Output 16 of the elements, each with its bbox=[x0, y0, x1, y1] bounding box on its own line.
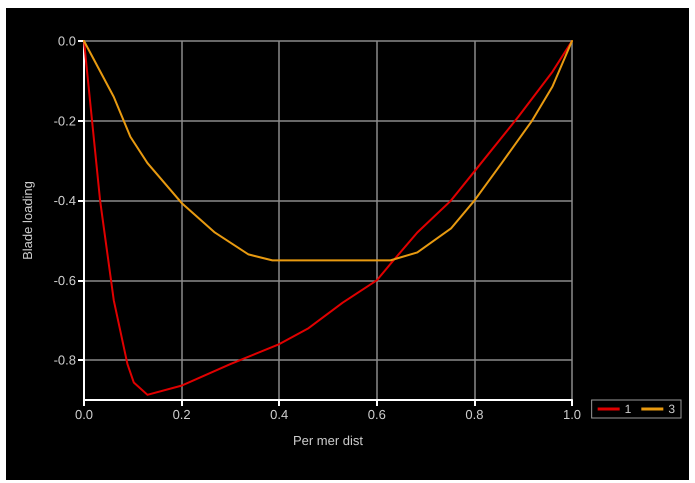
y-tick-label: -0.8 bbox=[54, 352, 76, 368]
x-tick-label: 0.8 bbox=[465, 407, 484, 422]
y-tick-label: -0.2 bbox=[54, 113, 76, 128]
y-tick-label: -0.6 bbox=[54, 272, 76, 288]
x-tick-label: 0.4 bbox=[270, 407, 288, 422]
y-tick-label: -0.4 bbox=[54, 193, 76, 208]
x-axis-title: Per mer dist bbox=[292, 433, 364, 448]
y-tick-label: 0.0 bbox=[58, 34, 76, 48]
x-tick-label: 0.0 bbox=[74, 407, 94, 422]
y-axis-title: Blade loading bbox=[20, 181, 35, 260]
legend-label: 1 bbox=[624, 402, 632, 416]
x-tick-label: 0.2 bbox=[172, 407, 191, 422]
x-tick-label: 1.0 bbox=[562, 407, 582, 422]
legend-label: 3 bbox=[668, 402, 676, 416]
line-series bbox=[83, 40, 573, 396]
x-tick-label: 0.6 bbox=[368, 407, 386, 422]
